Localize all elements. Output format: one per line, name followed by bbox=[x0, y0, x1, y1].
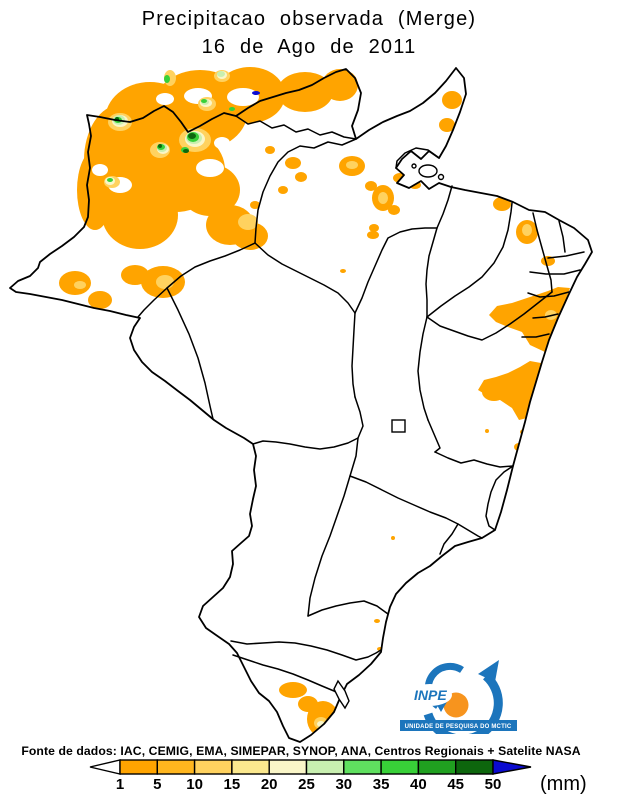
precip-blobs-high bbox=[107, 71, 260, 182]
colorbar-cell bbox=[156, 759, 196, 775]
colorbar-cell bbox=[193, 759, 233, 775]
colorbar-tick-label: 10 bbox=[186, 776, 203, 793]
map-title: Precipitacao observada (Merge) bbox=[141, 8, 477, 30]
precip-band-northeast-coast bbox=[489, 287, 570, 352]
logo-banner-text: UNIDADE DE PESQUISA DO MCTIC bbox=[405, 724, 512, 730]
inpe-logo: INPE UNIDADE DE PESQUISA DO MCTIC bbox=[400, 660, 517, 734]
colorbar-cell bbox=[231, 759, 270, 775]
colorbar-tick-label: 5 bbox=[153, 776, 161, 793]
colorbar-cell bbox=[305, 759, 345, 775]
patos-lagoon bbox=[333, 679, 350, 710]
precip-dot-over-50mm bbox=[252, 91, 260, 95]
colorbar-cell bbox=[455, 759, 494, 775]
colorbar-tick-label: 1 bbox=[116, 776, 124, 793]
colorbar-cell bbox=[268, 759, 308, 775]
logo-text-backplate bbox=[408, 684, 452, 706]
colorbar-overflow-arrow bbox=[492, 759, 532, 775]
data-source-line: Fonte de dados: IAC, CEMIG, EMA, SIMEPAR… bbox=[21, 744, 581, 758]
colorbar-tick-label: 25 bbox=[298, 776, 315, 793]
colorbar-tick-label: 15 bbox=[224, 776, 241, 793]
colorbar-tick-label: 20 bbox=[261, 776, 278, 793]
colorbar-cell bbox=[417, 759, 457, 775]
logo-outer-arrowhead bbox=[478, 660, 499, 682]
marajo-island bbox=[418, 164, 438, 178]
colorbar-tick-label: 50 bbox=[485, 776, 502, 793]
colorbar-unit-label: (mm) bbox=[540, 773, 587, 795]
brazil-outline bbox=[9, 67, 593, 743]
colorbar-tick-label: 45 bbox=[447, 776, 464, 793]
map-date: 16 de Ago de 2011 bbox=[201, 36, 417, 58]
colorbar-underflow-arrow bbox=[89, 759, 121, 775]
distrito-federal bbox=[391, 419, 406, 433]
colorbar-tick-label: 35 bbox=[373, 776, 390, 793]
logo-banner bbox=[400, 720, 517, 731]
state-borders bbox=[137, 115, 585, 710]
colorbar: 1 5 10 15 20 25 30 35 40 45 50 (mm) bbox=[89, 759, 587, 795]
colorbar-cell bbox=[119, 759, 158, 775]
colorbar-cell bbox=[380, 759, 420, 775]
precip-blobs-low bbox=[59, 67, 570, 737]
logo-acronym: INPE bbox=[414, 687, 447, 703]
colorbar-tick-label: 30 bbox=[335, 776, 352, 793]
precip-band-bahia-coast bbox=[478, 361, 541, 420]
precipitation-field bbox=[59, 67, 570, 737]
colorbar-cell bbox=[343, 759, 382, 775]
colorbar-tick-label: 40 bbox=[410, 776, 427, 793]
